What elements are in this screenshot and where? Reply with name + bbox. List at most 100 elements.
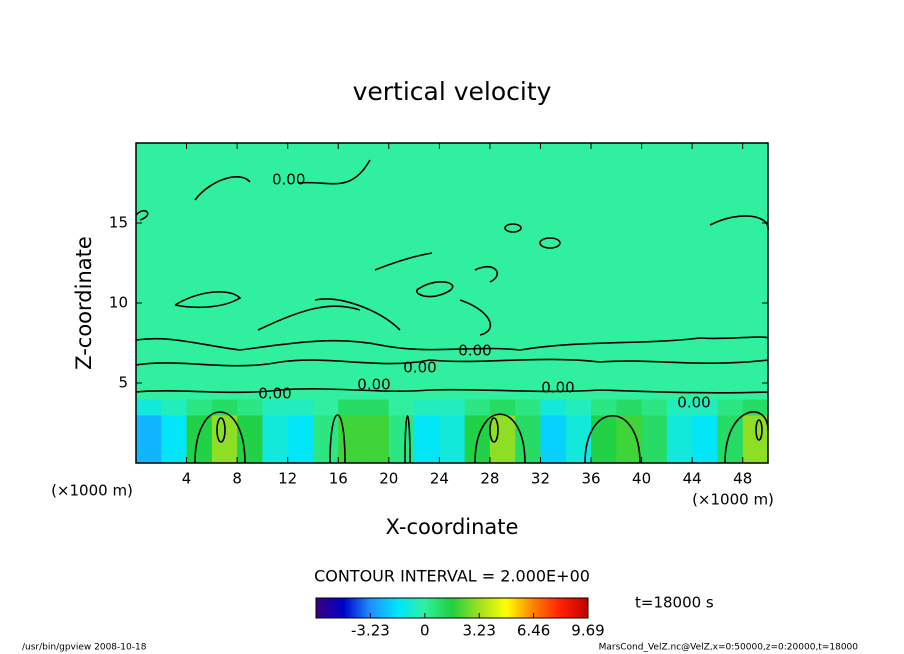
y-tick-label: 15 bbox=[109, 214, 128, 232]
contours bbox=[135, 159, 769, 464]
chart-title: vertical velocity bbox=[353, 77, 552, 106]
cell bbox=[287, 399, 314, 416]
cell bbox=[489, 415, 516, 464]
cell bbox=[717, 415, 744, 464]
cell bbox=[641, 399, 668, 416]
cell bbox=[692, 415, 718, 464]
footer-right: MarsCond_VelZ.nc@VelZ,x=0:50000,z=0:2000… bbox=[599, 643, 859, 653]
cell bbox=[540, 143, 567, 400]
cell bbox=[237, 415, 263, 464]
cell bbox=[363, 399, 390, 416]
cell bbox=[565, 399, 592, 416]
cell bbox=[565, 415, 592, 464]
time-label: t=18000 s bbox=[635, 594, 714, 612]
cell bbox=[388, 399, 415, 416]
cell bbox=[591, 143, 617, 400]
cell bbox=[439, 143, 466, 400]
y-tick-label: 10 bbox=[109, 294, 128, 312]
y-tick-label: 5 bbox=[118, 374, 128, 392]
x-tick-label: 4 bbox=[182, 470, 192, 488]
y-unit: (×1000 m) bbox=[692, 491, 774, 509]
cell bbox=[641, 415, 668, 464]
cell bbox=[363, 143, 390, 400]
cell bbox=[312, 143, 339, 400]
x-tick-label: 48 bbox=[733, 470, 752, 488]
contour-label: 0.00 bbox=[677, 394, 710, 412]
colorbar bbox=[315, 597, 589, 619]
cell bbox=[692, 399, 718, 416]
cell bbox=[338, 399, 365, 416]
cell bbox=[186, 399, 213, 416]
contour-label: 0.00 bbox=[258, 385, 291, 403]
cell bbox=[515, 143, 541, 400]
y-axis-label: Z-coordinate bbox=[72, 236, 96, 370]
contour-label: 0.00 bbox=[541, 379, 574, 397]
x-tick-label: 20 bbox=[379, 470, 398, 488]
cell bbox=[312, 415, 339, 464]
cell bbox=[439, 399, 466, 416]
cell bbox=[742, 143, 769, 400]
colorbar-tick-label: 9.69 bbox=[571, 622, 604, 640]
cell bbox=[439, 415, 466, 464]
cell bbox=[161, 415, 188, 464]
cell bbox=[742, 399, 769, 416]
x-tick-label: 16 bbox=[329, 470, 348, 488]
x-tick-label: 28 bbox=[480, 470, 499, 488]
cell bbox=[363, 415, 390, 464]
colorbar-tick-label: 6.46 bbox=[517, 622, 550, 640]
cell bbox=[464, 143, 491, 400]
contour-interval: CONTOUR INTERVAL = 2.000E+00 bbox=[314, 567, 590, 586]
cell bbox=[186, 143, 213, 400]
contour-label: 0.00 bbox=[403, 359, 436, 377]
cell bbox=[161, 399, 188, 416]
cell bbox=[515, 415, 541, 464]
cell bbox=[565, 143, 592, 400]
cell bbox=[211, 143, 238, 400]
cell bbox=[262, 415, 289, 464]
colorbar-tick-label: -3.23 bbox=[351, 622, 390, 640]
cell bbox=[515, 399, 541, 416]
x-tick-label: 24 bbox=[430, 470, 449, 488]
cell bbox=[591, 415, 617, 464]
cell bbox=[262, 143, 289, 400]
cell bbox=[666, 415, 693, 464]
x-unit: (×1000 m) bbox=[51, 482, 133, 500]
cell bbox=[237, 399, 263, 416]
cell bbox=[262, 399, 289, 416]
cell bbox=[717, 143, 744, 400]
cell bbox=[414, 399, 440, 416]
cell bbox=[489, 143, 516, 400]
contour-label: 0.00 bbox=[272, 171, 305, 189]
cell bbox=[136, 415, 162, 464]
cell bbox=[287, 143, 314, 400]
x-tick-label: 12 bbox=[278, 470, 297, 488]
cell bbox=[591, 399, 617, 416]
cell bbox=[388, 143, 415, 400]
cell bbox=[666, 143, 693, 400]
cell bbox=[616, 415, 643, 464]
cell bbox=[641, 143, 668, 400]
cell bbox=[540, 399, 567, 416]
x-tick-label: 32 bbox=[531, 470, 550, 488]
cell bbox=[414, 415, 440, 464]
x-tick-label: 44 bbox=[683, 470, 702, 488]
cell bbox=[464, 399, 491, 416]
footer-left: /usr/bin/gpview 2008-10-18 bbox=[22, 643, 147, 653]
x-tick-label: 36 bbox=[581, 470, 600, 488]
cell bbox=[692, 143, 718, 400]
cell bbox=[136, 143, 162, 400]
contour-label: 0.00 bbox=[357, 376, 390, 394]
x-tick-label: 40 bbox=[632, 470, 651, 488]
cell bbox=[616, 143, 643, 400]
cell bbox=[616, 399, 643, 416]
cell bbox=[161, 143, 188, 400]
colorbar-tick-label: 0 bbox=[420, 622, 430, 640]
contour-label: 0.00 bbox=[458, 342, 491, 360]
cell bbox=[338, 143, 365, 400]
x-axis-label: X-coordinate bbox=[386, 515, 519, 539]
cell bbox=[287, 415, 314, 464]
cell bbox=[742, 415, 769, 464]
cell bbox=[414, 143, 440, 400]
cell bbox=[186, 415, 213, 464]
